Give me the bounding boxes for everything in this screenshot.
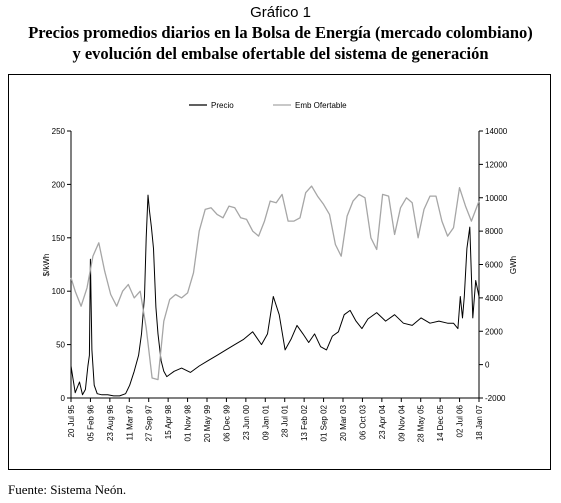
y-left-tick-label: 250 [52, 127, 66, 136]
x-tick-label: 01 Sep 02 [320, 404, 329, 441]
figure-number: Gráfico 1 [250, 4, 311, 21]
y-right-tick-label: 6000 [485, 261, 503, 270]
x-tick-label: 15 Apr 98 [164, 404, 173, 439]
y-right-tick-label: 4000 [485, 294, 503, 303]
x-tick-label: 20 Mar 03 [339, 404, 348, 441]
legend-label: Emb Ofertable [295, 101, 347, 110]
x-tick-label: 20 Jul 95 [67, 404, 76, 437]
x-tick-label: 09 Nov 04 [397, 404, 406, 441]
y-left-tick-label: 50 [56, 341, 65, 350]
x-tick-label: 23 Apr 04 [378, 404, 387, 439]
y-right-tick-label: 12000 [485, 160, 508, 169]
y-right-tick-label: 2000 [485, 327, 503, 336]
x-tick-label: 28 Jul 01 [281, 404, 290, 437]
chart-title-line-2: y evolución del embalse ofertable del si… [72, 44, 489, 63]
y-left-tick-label: 150 [52, 234, 66, 243]
x-tick-label: 09 Jan 01 [261, 404, 270, 440]
series-line-precio [70, 194, 480, 397]
x-tick-label: 14 Dec 05 [436, 404, 445, 441]
x-tick-label: 13 Feb 02 [300, 404, 309, 441]
y-right-tick-label: 0 [485, 361, 490, 370]
x-tick-label: 05 Feb 96 [86, 404, 95, 441]
x-tick-label: 11 Mar 97 [125, 404, 134, 440]
x-tick-label: 28 May 05 [417, 404, 426, 442]
y-right-tick-label: 8000 [485, 227, 503, 236]
x-tick-label: 23 Aug 96 [106, 404, 115, 441]
x-tick-label: 23 Jun 00 [242, 404, 251, 440]
chart-header: Gráfico 1 Precios promedios diarios en l… [0, 4, 561, 64]
source-note: Fuente: Sistema Neón. [8, 482, 127, 497]
series-line-emb-ofertable [70, 185, 480, 381]
x-tick-label: 06 Oct 03 [358, 404, 367, 439]
x-tick-label: 02 Jul 06 [456, 404, 465, 437]
y-right-tick-label: 14000 [485, 127, 508, 136]
y-axis-left-title: $/kWh [42, 254, 51, 277]
chart-svg: 0 50 100 150 200 250 -2000 0 2000 4000 6000 8000 100… [42, 101, 518, 442]
y-right-tick-label: -2000 [485, 394, 506, 403]
legend-label: Precio [211, 101, 234, 110]
x-tick-label: 18 Jan 07 [475, 404, 484, 440]
y-axis-right-title: GWh [509, 256, 518, 274]
y-left-tick-label: 0 [61, 394, 66, 403]
y-left-tick-label: 100 [52, 287, 66, 296]
y-left-tick-label: 200 [52, 180, 66, 189]
x-tick-label: 20 May 99 [203, 404, 212, 442]
x-tick-label: 06 Dec 99 [222, 404, 231, 441]
chart-title-line-1: Precios promedios diarios en la Bolsa de… [28, 23, 533, 42]
x-tick-label: 01 Nov 98 [184, 404, 193, 441]
x-tick-label: 27 Sep 97 [145, 404, 154, 441]
chart-frame: 0 50 100 150 200 250 -2000 0 2000 4000 6000 8000 100… [8, 74, 551, 470]
y-right-tick-label: 10000 [485, 194, 508, 203]
